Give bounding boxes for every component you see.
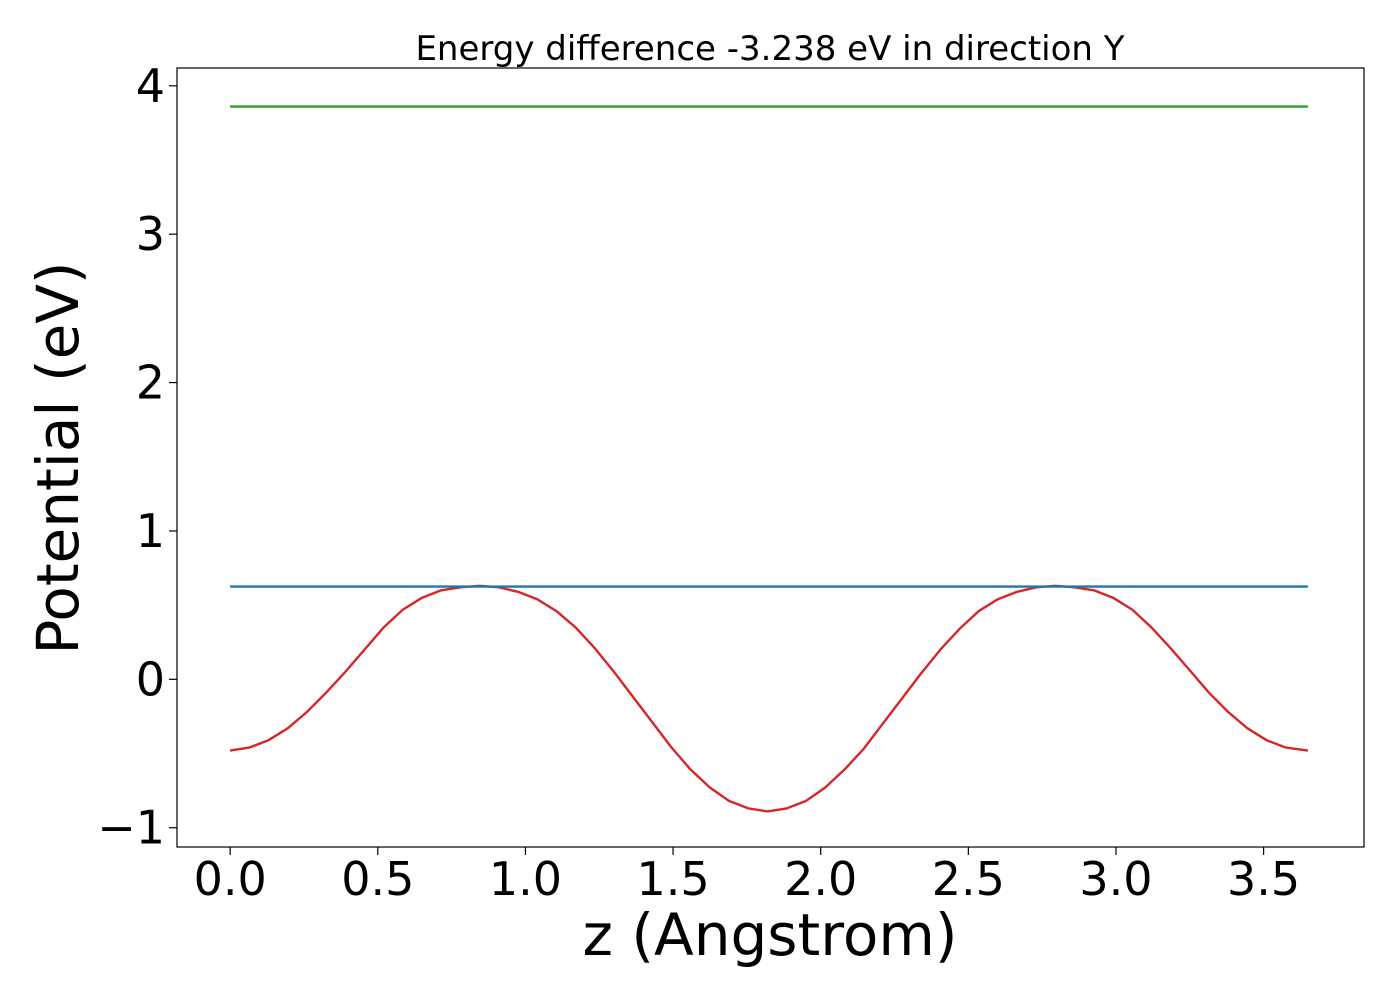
y-tick-label: 0 (136, 652, 165, 706)
x-tick-label: 0.0 (194, 852, 267, 906)
x-tick-label: 2.5 (932, 852, 1005, 906)
x-tick-label: 1.0 (489, 852, 562, 906)
x-axis-label: z (Angstrom) (583, 901, 958, 969)
y-tick-label: 4 (136, 59, 165, 113)
y-axis-label: Potential (eV) (24, 261, 92, 654)
y-tick-label: −1 (97, 801, 165, 855)
series-line-1 (229, 584, 1309, 813)
x-tick-label: 2.0 (784, 852, 857, 906)
plot-area (229, 105, 1309, 813)
x-axis-ticks: 0.0 0.5 1.0 1.5 2.0 2.5 3.0 3.5 (194, 847, 1300, 906)
x-tick-label: 3.0 (1079, 852, 1152, 906)
y-axis-ticks: −1 0 1 2 3 4 (97, 59, 177, 855)
plot-frame (176, 67, 1365, 848)
x-tick-label: 1.5 (636, 852, 709, 906)
y-tick-label: 2 (136, 356, 165, 410)
y-tick-label: 1 (136, 504, 165, 558)
chart-title: Energy difference -3.238 eV in direction… (415, 29, 1124, 69)
x-tick-label: 3.5 (1227, 852, 1300, 906)
x-tick-label: 0.5 (341, 852, 414, 906)
y-tick-label: 3 (136, 207, 165, 261)
